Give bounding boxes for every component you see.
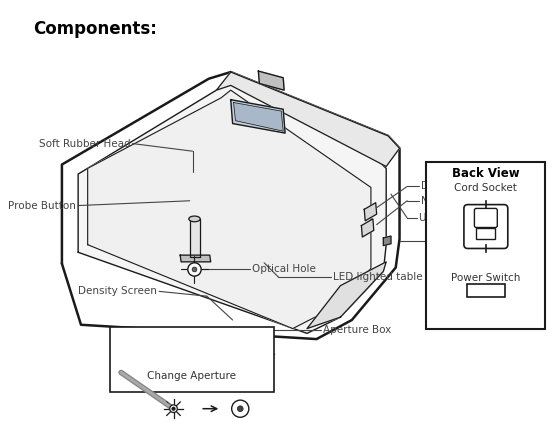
Text: Dimmer Button: Dimmer Button xyxy=(421,181,501,191)
Polygon shape xyxy=(62,72,400,339)
FancyBboxPatch shape xyxy=(475,208,497,227)
FancyBboxPatch shape xyxy=(426,162,546,329)
Circle shape xyxy=(170,405,177,412)
Polygon shape xyxy=(231,100,285,133)
Circle shape xyxy=(188,263,201,276)
Polygon shape xyxy=(88,90,371,329)
FancyBboxPatch shape xyxy=(467,284,505,297)
FancyBboxPatch shape xyxy=(464,204,508,249)
Polygon shape xyxy=(259,71,284,90)
Text: Soft Rubber Head: Soft Rubber Head xyxy=(39,138,130,148)
Polygon shape xyxy=(180,255,211,262)
Polygon shape xyxy=(190,219,200,257)
Polygon shape xyxy=(361,219,374,237)
Circle shape xyxy=(192,267,197,272)
Circle shape xyxy=(172,407,175,411)
Text: USB to PC: USB to PC xyxy=(418,213,471,223)
Polygon shape xyxy=(78,81,386,333)
Text: Aperture Box: Aperture Box xyxy=(323,325,391,335)
Text: Density Screen: Density Screen xyxy=(78,286,157,296)
FancyBboxPatch shape xyxy=(476,228,496,239)
Polygon shape xyxy=(62,72,400,339)
FancyBboxPatch shape xyxy=(109,327,274,391)
Text: Probe Button: Probe Button xyxy=(8,201,76,210)
Text: LED lighted table: LED lighted table xyxy=(333,272,422,282)
Polygon shape xyxy=(364,203,377,221)
Polygon shape xyxy=(307,262,386,329)
Circle shape xyxy=(231,400,249,417)
Text: Components:: Components: xyxy=(33,20,157,38)
Text: Cord Socket: Cord Socket xyxy=(455,184,517,194)
Text: Null Button: Null Button xyxy=(421,196,479,206)
Text: Optical Hole: Optical Hole xyxy=(252,264,316,274)
Polygon shape xyxy=(216,72,400,167)
Text: Back View: Back View xyxy=(452,167,519,180)
Polygon shape xyxy=(384,236,391,246)
Ellipse shape xyxy=(189,216,200,222)
Text: Change Aperture: Change Aperture xyxy=(147,371,236,381)
Text: Power Switch: Power Switch xyxy=(451,273,521,283)
Polygon shape xyxy=(234,102,283,131)
Circle shape xyxy=(238,406,243,411)
